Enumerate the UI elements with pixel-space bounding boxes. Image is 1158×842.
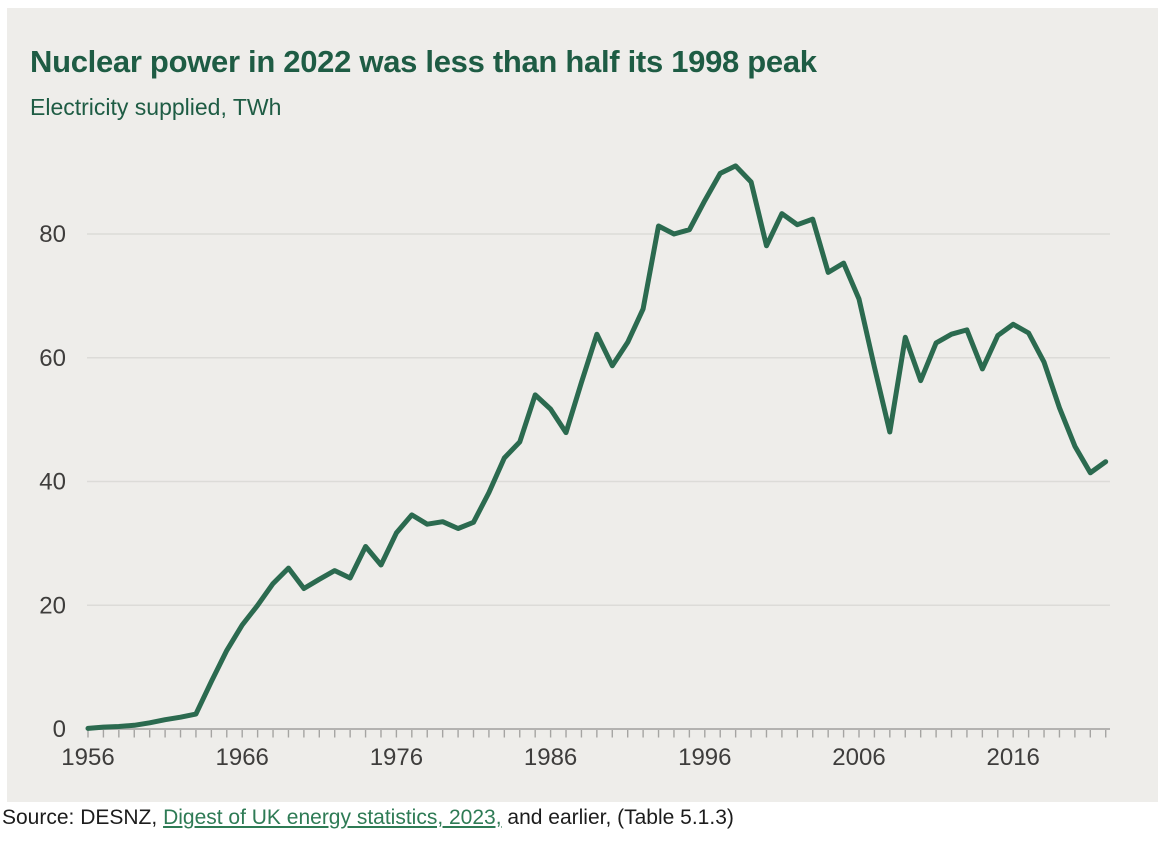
svg-text:20: 20 — [39, 592, 66, 619]
page-subtitle: Electricity supplied, TWh — [30, 94, 282, 120]
source-link[interactable]: Digest of UK energy statistics, 2023, — [163, 806, 502, 829]
source-text: Source: DESNZ, Digest of UK energy stati… — [2, 806, 1152, 830]
svg-text:1986: 1986 — [524, 744, 577, 771]
svg-text:1956: 1956 — [61, 744, 114, 771]
svg-text:80: 80 — [39, 221, 66, 248]
svg-text:0: 0 — [53, 716, 66, 743]
svg-text:40: 40 — [39, 469, 66, 496]
svg-text:60: 60 — [39, 345, 66, 372]
svg-text:2006: 2006 — [832, 744, 885, 771]
svg-text:1996: 1996 — [678, 744, 731, 771]
chart-panel: Nuclear power in 2022 was less than half… — [7, 8, 1158, 802]
page-title: Nuclear power in 2022 was less than half… — [30, 44, 817, 79]
source-prefix: Source: DESNZ, — [2, 806, 164, 829]
svg-text:2016: 2016 — [987, 744, 1040, 771]
svg-text:1976: 1976 — [370, 744, 423, 771]
source-suffix: and earlier, (Table 5.1.3) — [501, 806, 734, 829]
svg-text:1966: 1966 — [216, 744, 269, 771]
